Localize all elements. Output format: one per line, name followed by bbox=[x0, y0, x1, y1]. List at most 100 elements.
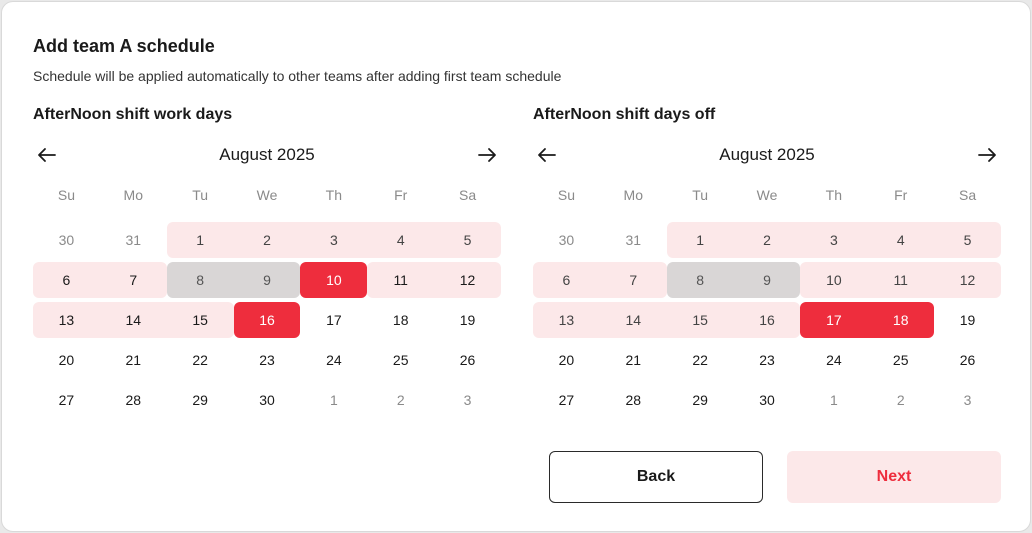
weekday-label: Su bbox=[557, 187, 575, 203]
calendar-day[interactable]: 2 bbox=[733, 222, 801, 258]
weekday-label: Fr bbox=[394, 187, 408, 203]
calendar-day[interactable]: 11 bbox=[867, 262, 935, 298]
calendar-day[interactable]: 5 bbox=[934, 222, 1001, 258]
weekday-label: Th bbox=[325, 187, 343, 203]
calendar-day[interactable]: 7 bbox=[599, 262, 667, 298]
calendar-day[interactable]: 5 bbox=[434, 222, 501, 258]
calendar-day[interactable]: 25 bbox=[892, 352, 909, 368]
calendar-day[interactable]: 3 bbox=[963, 392, 972, 408]
day-grid: 30 31 1 2 3 4 5 6 7 8 9 10 11 12 13 14 15 16 17 18 19 20 21 22 2… bbox=[33, 222, 501, 418]
calendar-day[interactable]: 24 bbox=[826, 352, 842, 368]
calendar-day[interactable]: 18 bbox=[867, 302, 935, 338]
weekday-label: Th bbox=[825, 187, 843, 203]
calendar-day[interactable]: 12 bbox=[934, 262, 1001, 298]
calendar-day[interactable]: 20 bbox=[58, 352, 75, 368]
calendar-day[interactable]: 31 bbox=[125, 232, 142, 248]
back-button[interactable]: Back bbox=[549, 451, 763, 503]
calendar-day[interactable]: 10 bbox=[300, 262, 368, 298]
calendar-day[interactable]: 30 bbox=[759, 392, 775, 408]
calendar-day[interactable]: 3 bbox=[300, 222, 368, 258]
calendar-day[interactable]: 26 bbox=[459, 352, 476, 368]
calendar-day[interactable]: 11 bbox=[367, 262, 435, 298]
calendar-day[interactable]: 7 bbox=[99, 262, 167, 298]
calendar-day[interactable]: 4 bbox=[367, 222, 435, 258]
calendar-day[interactable]: 1 bbox=[829, 392, 838, 408]
calendar-day[interactable]: 10 bbox=[800, 262, 868, 298]
calendar-day[interactable]: 22 bbox=[192, 352, 208, 368]
calendar-day[interactable]: 14 bbox=[599, 302, 667, 338]
calendar-day[interactable]: 2 bbox=[233, 222, 301, 258]
calendar-day[interactable]: 25 bbox=[392, 352, 409, 368]
calendar-day[interactable]: 23 bbox=[759, 352, 775, 368]
calendar-header: August 2025 bbox=[33, 142, 501, 168]
calendar-day[interactable]: 1 bbox=[329, 392, 338, 408]
calendar-day[interactable]: 1 bbox=[666, 222, 734, 258]
calendar-day[interactable]: 6 bbox=[33, 262, 100, 298]
weekday-label: Sa bbox=[959, 187, 977, 203]
calendar-day[interactable]: 9 bbox=[733, 262, 801, 298]
calendar-day[interactable]: 16 bbox=[733, 302, 801, 338]
prev-month-button[interactable] bbox=[35, 144, 59, 166]
month-label: August 2025 bbox=[219, 145, 315, 164]
calendar-day[interactable]: 28 bbox=[625, 392, 642, 408]
calendar-day[interactable]: 15 bbox=[166, 302, 234, 338]
calendar-day[interactable]: 19 bbox=[959, 312, 976, 328]
next-button[interactable]: Next bbox=[787, 451, 1001, 503]
calendar-day[interactable]: 16 bbox=[233, 302, 301, 338]
calendar-day[interactable]: 24 bbox=[326, 352, 342, 368]
weekday-row: Su Mo Tu We Th Fr Sa bbox=[33, 187, 501, 203]
calendar-day[interactable]: 8 bbox=[166, 262, 234, 298]
calendar-day[interactable]: 20 bbox=[558, 352, 575, 368]
calendar-day[interactable]: 23 bbox=[259, 352, 275, 368]
calendar-day[interactable]: 3 bbox=[800, 222, 868, 258]
weekday-label: We bbox=[256, 187, 278, 203]
arrow-right-icon bbox=[478, 148, 496, 162]
calendar-day[interactable]: 30 bbox=[259, 392, 275, 408]
calendar-day[interactable]: 21 bbox=[125, 352, 142, 368]
weekday-label: Mo bbox=[123, 187, 143, 203]
calendar-day[interactable]: 6 bbox=[533, 262, 600, 298]
next-month-button[interactable] bbox=[975, 144, 999, 166]
calendar-day[interactable]: 27 bbox=[58, 392, 75, 408]
page-subtitle: Schedule will be applied automatically t… bbox=[33, 68, 562, 84]
calendar-day[interactable]: 4 bbox=[867, 222, 935, 258]
prev-month-button[interactable] bbox=[535, 144, 559, 166]
calendar-day[interactable]: 13 bbox=[33, 302, 100, 338]
calendar-label: AfterNoon shift days off bbox=[533, 106, 716, 123]
calendar-day[interactable]: 12 bbox=[434, 262, 501, 298]
calendar-day[interactable]: 29 bbox=[192, 392, 208, 408]
weekday-label: Tu bbox=[192, 187, 209, 203]
calendar-day[interactable]: 1 bbox=[166, 222, 234, 258]
calendar-day[interactable]: 17 bbox=[326, 312, 342, 328]
calendar-day[interactable]: 26 bbox=[959, 352, 976, 368]
calendar-day[interactable]: 17 bbox=[800, 302, 868, 338]
next-month-button[interactable] bbox=[475, 144, 499, 166]
calendar-day[interactable]: 22 bbox=[692, 352, 708, 368]
calendar-day[interactable]: 9 bbox=[233, 262, 301, 298]
calendar-day[interactable]: 28 bbox=[125, 392, 142, 408]
day-grid: 30 31 1 2 3 4 5 6 7 8 9 10 11 12 13 14 15 16 17 18 19 20 21 22 2… bbox=[533, 222, 1001, 418]
calendar-day[interactable]: 13 bbox=[533, 302, 600, 338]
calendar-day[interactable]: 29 bbox=[692, 392, 708, 408]
calendar-day[interactable]: 21 bbox=[625, 352, 642, 368]
calendar-day[interactable]: 15 bbox=[666, 302, 734, 338]
weekday-label: Sa bbox=[459, 187, 477, 203]
weekday-row: Su Mo Tu We Th Fr Sa bbox=[533, 187, 1001, 203]
calendar-day[interactable]: 31 bbox=[625, 232, 642, 248]
calendar-day[interactable]: 2 bbox=[896, 392, 905, 408]
calendar-day[interactable]: 3 bbox=[463, 392, 472, 408]
arrow-right-icon bbox=[978, 148, 996, 162]
calendar-day[interactable]: 30 bbox=[58, 232, 75, 248]
calendar-label: AfterNoon shift work days bbox=[33, 106, 233, 123]
calendar-day[interactable]: 8 bbox=[666, 262, 734, 298]
calendar-day[interactable]: 2 bbox=[396, 392, 405, 408]
calendar-header: August 2025 bbox=[533, 142, 1001, 168]
calendar-day[interactable]: 18 bbox=[392, 312, 409, 328]
calendar-day[interactable]: 30 bbox=[558, 232, 575, 248]
calendar-day[interactable]: 27 bbox=[558, 392, 575, 408]
arrow-left-icon bbox=[538, 148, 556, 162]
arrow-left-icon bbox=[38, 148, 56, 162]
calendar-day[interactable]: 14 bbox=[99, 302, 167, 338]
calendar-day[interactable]: 19 bbox=[459, 312, 476, 328]
